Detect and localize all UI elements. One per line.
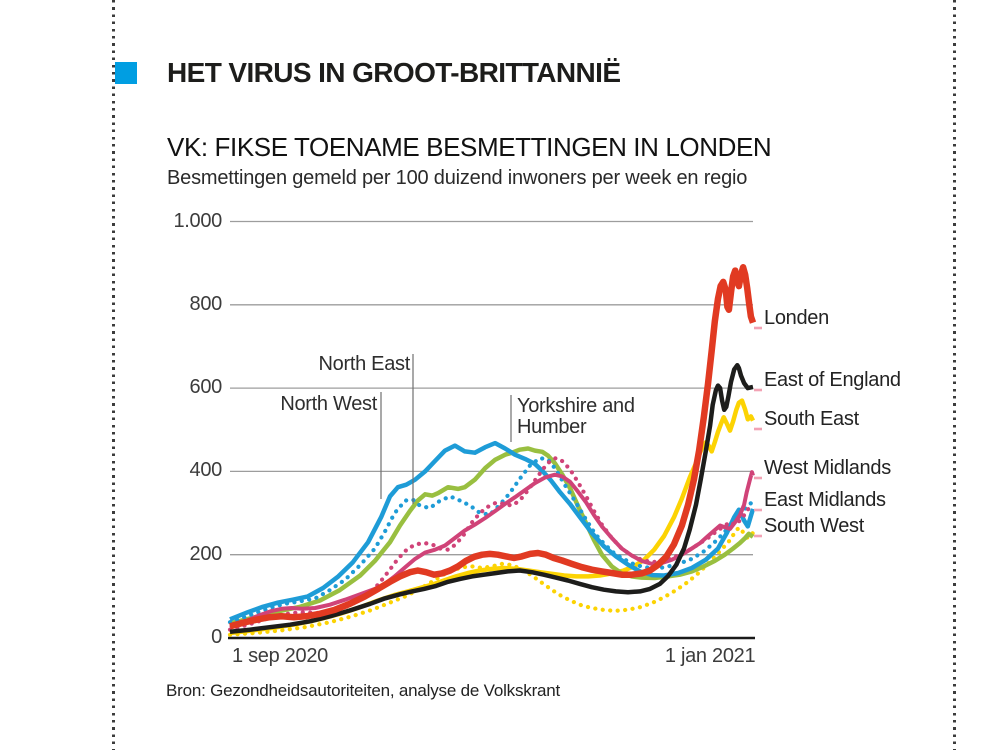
series-label-londen: Londen <box>764 307 829 329</box>
series-label-east-of-england: East of England <box>764 369 901 391</box>
series-label-south-east: South East <box>764 408 859 430</box>
kicker-accent-square <box>115 62 137 84</box>
callout-label-north-west: North West <box>280 393 377 415</box>
y-tick-1.000: 1.000 <box>173 209 222 232</box>
x-tick-1-jan-2021: 1 jan 2021 <box>664 645 756 667</box>
y-tick-600: 600 <box>189 376 223 399</box>
dotted-border-right <box>953 0 956 750</box>
y-tick-0: 0 <box>211 626 222 648</box>
chart-subtitle: Besmettingen gemeld per 100 duizend inwo… <box>167 167 748 189</box>
series-line-north-west <box>229 440 756 622</box>
y-tick-400: 400 <box>189 459 223 482</box>
series-line-west-midlands <box>229 470 755 630</box>
callout-label-yorkshire-and-humber: Yorkshire and Humber <box>517 395 635 438</box>
series-label-west-midlands: West Midlands <box>764 457 891 479</box>
kicker-title: HET VIRUS IN GROOT-BRITTANNIË <box>167 57 621 88</box>
y-tick-800: 800 <box>189 292 223 315</box>
x-tick-1-sep-2020: 1 sep 2020 <box>232 645 328 667</box>
series-label-south-west: South West <box>764 515 865 537</box>
series-line-londen <box>229 264 757 630</box>
chart-title: VK: FIKSE TOENAME BESMETTINGEN IN LONDEN <box>167 132 772 162</box>
source-credit: Bron: Gezondheidsautoriteiten, analyse d… <box>166 681 561 700</box>
series-line-yorkshire-and-humber <box>229 446 755 626</box>
dotted-border-left <box>112 0 115 750</box>
series-line-east-of-england <box>229 362 754 635</box>
callout-label-north-east: North East <box>318 353 411 375</box>
series-line-north-east <box>227 456 756 625</box>
y-tick-200: 200 <box>189 542 223 565</box>
series-line-south-west <box>227 525 756 637</box>
series-label-east-midlands: East Midlands <box>764 489 886 511</box>
